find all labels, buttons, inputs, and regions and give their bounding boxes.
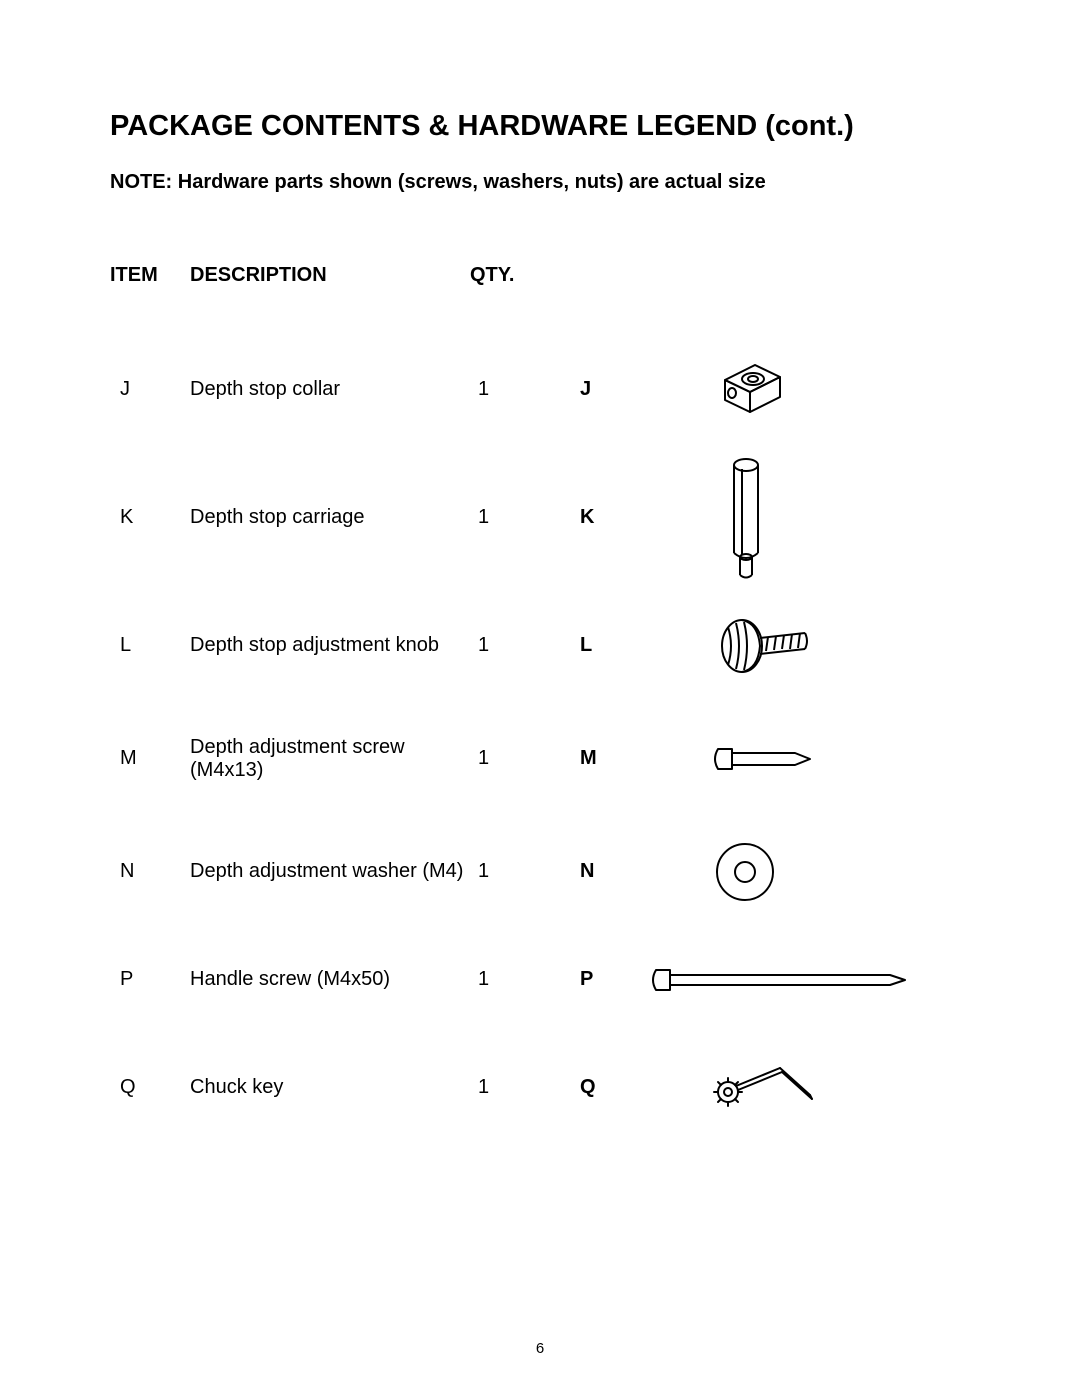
item-description: Depth adjustment screw (M4x13)	[190, 736, 470, 782]
item-illustration	[710, 1060, 980, 1115]
item-illustration	[710, 960, 980, 1000]
item-qty: 1	[470, 968, 580, 991]
item-label: L	[580, 634, 710, 657]
table-row: P Handle screw (M4x50) 1 P	[110, 932, 980, 1027]
item-illustration	[710, 739, 980, 779]
table-row: K Depth stop carriage 1 K	[110, 450, 980, 585]
item-label: N	[580, 860, 710, 883]
item-qty: 1	[470, 378, 580, 401]
item-illustration	[710, 453, 980, 583]
item-letter: M	[110, 747, 190, 770]
header-item: ITEM	[110, 264, 190, 287]
item-label: M	[580, 747, 710, 770]
screw-long-icon	[650, 960, 910, 1000]
item-qty: 1	[470, 506, 580, 529]
table-header: ITEM DESCRIPTION QTY.	[110, 264, 980, 287]
item-letter: Q	[110, 1076, 190, 1099]
washer-icon	[710, 837, 780, 907]
carriage-icon	[710, 453, 780, 583]
item-description: Depth stop adjustment knob	[190, 634, 470, 657]
note-text: NOTE: Hardware parts shown (screws, wash…	[110, 171, 980, 194]
table-row: N Depth adjustment washer (M4) 1 N	[110, 819, 980, 924]
item-qty: 1	[470, 634, 580, 657]
item-letter: N	[110, 860, 190, 883]
knob-icon	[710, 611, 820, 681]
table-row: Q Chuck key 1 Q	[110, 1035, 980, 1140]
item-letter: J	[110, 378, 190, 401]
header-description: DESCRIPTION	[190, 264, 470, 287]
chuck-key-icon	[710, 1060, 820, 1115]
item-label: J	[580, 378, 710, 401]
screw-short-icon	[710, 739, 820, 779]
page-number: 6	[0, 1340, 1080, 1357]
item-description: Depth stop carriage	[190, 506, 470, 529]
header-qty: QTY.	[470, 264, 580, 287]
item-illustration	[710, 355, 980, 425]
item-qty: 1	[470, 1076, 580, 1099]
item-letter: L	[110, 634, 190, 657]
item-qty: 1	[470, 747, 580, 770]
item-letter: K	[110, 506, 190, 529]
item-description: Chuck key	[190, 1076, 470, 1099]
item-description: Handle screw (M4x50)	[190, 968, 470, 991]
page: PACKAGE CONTENTS & HARDWARE LEGEND (cont…	[0, 0, 1080, 1397]
item-label: K	[580, 506, 710, 529]
item-description: Depth stop collar	[190, 378, 470, 401]
item-illustration	[710, 611, 980, 681]
table-row: M Depth adjustment screw (M4x13) 1 M	[110, 706, 980, 811]
table-row: J Depth stop collar 1 J	[110, 337, 980, 442]
item-description: Depth adjustment washer (M4)	[190, 860, 470, 883]
parts-list: J Depth stop collar 1 J K	[110, 337, 980, 1140]
item-illustration	[710, 837, 980, 907]
table-row: L Depth stop adjustment knob 1 L	[110, 593, 980, 698]
item-qty: 1	[470, 860, 580, 883]
item-label: Q	[580, 1076, 710, 1099]
item-letter: P	[110, 968, 190, 991]
page-title: PACKAGE CONTENTS & HARDWARE LEGEND (cont…	[110, 110, 980, 143]
collar-icon	[710, 355, 790, 425]
